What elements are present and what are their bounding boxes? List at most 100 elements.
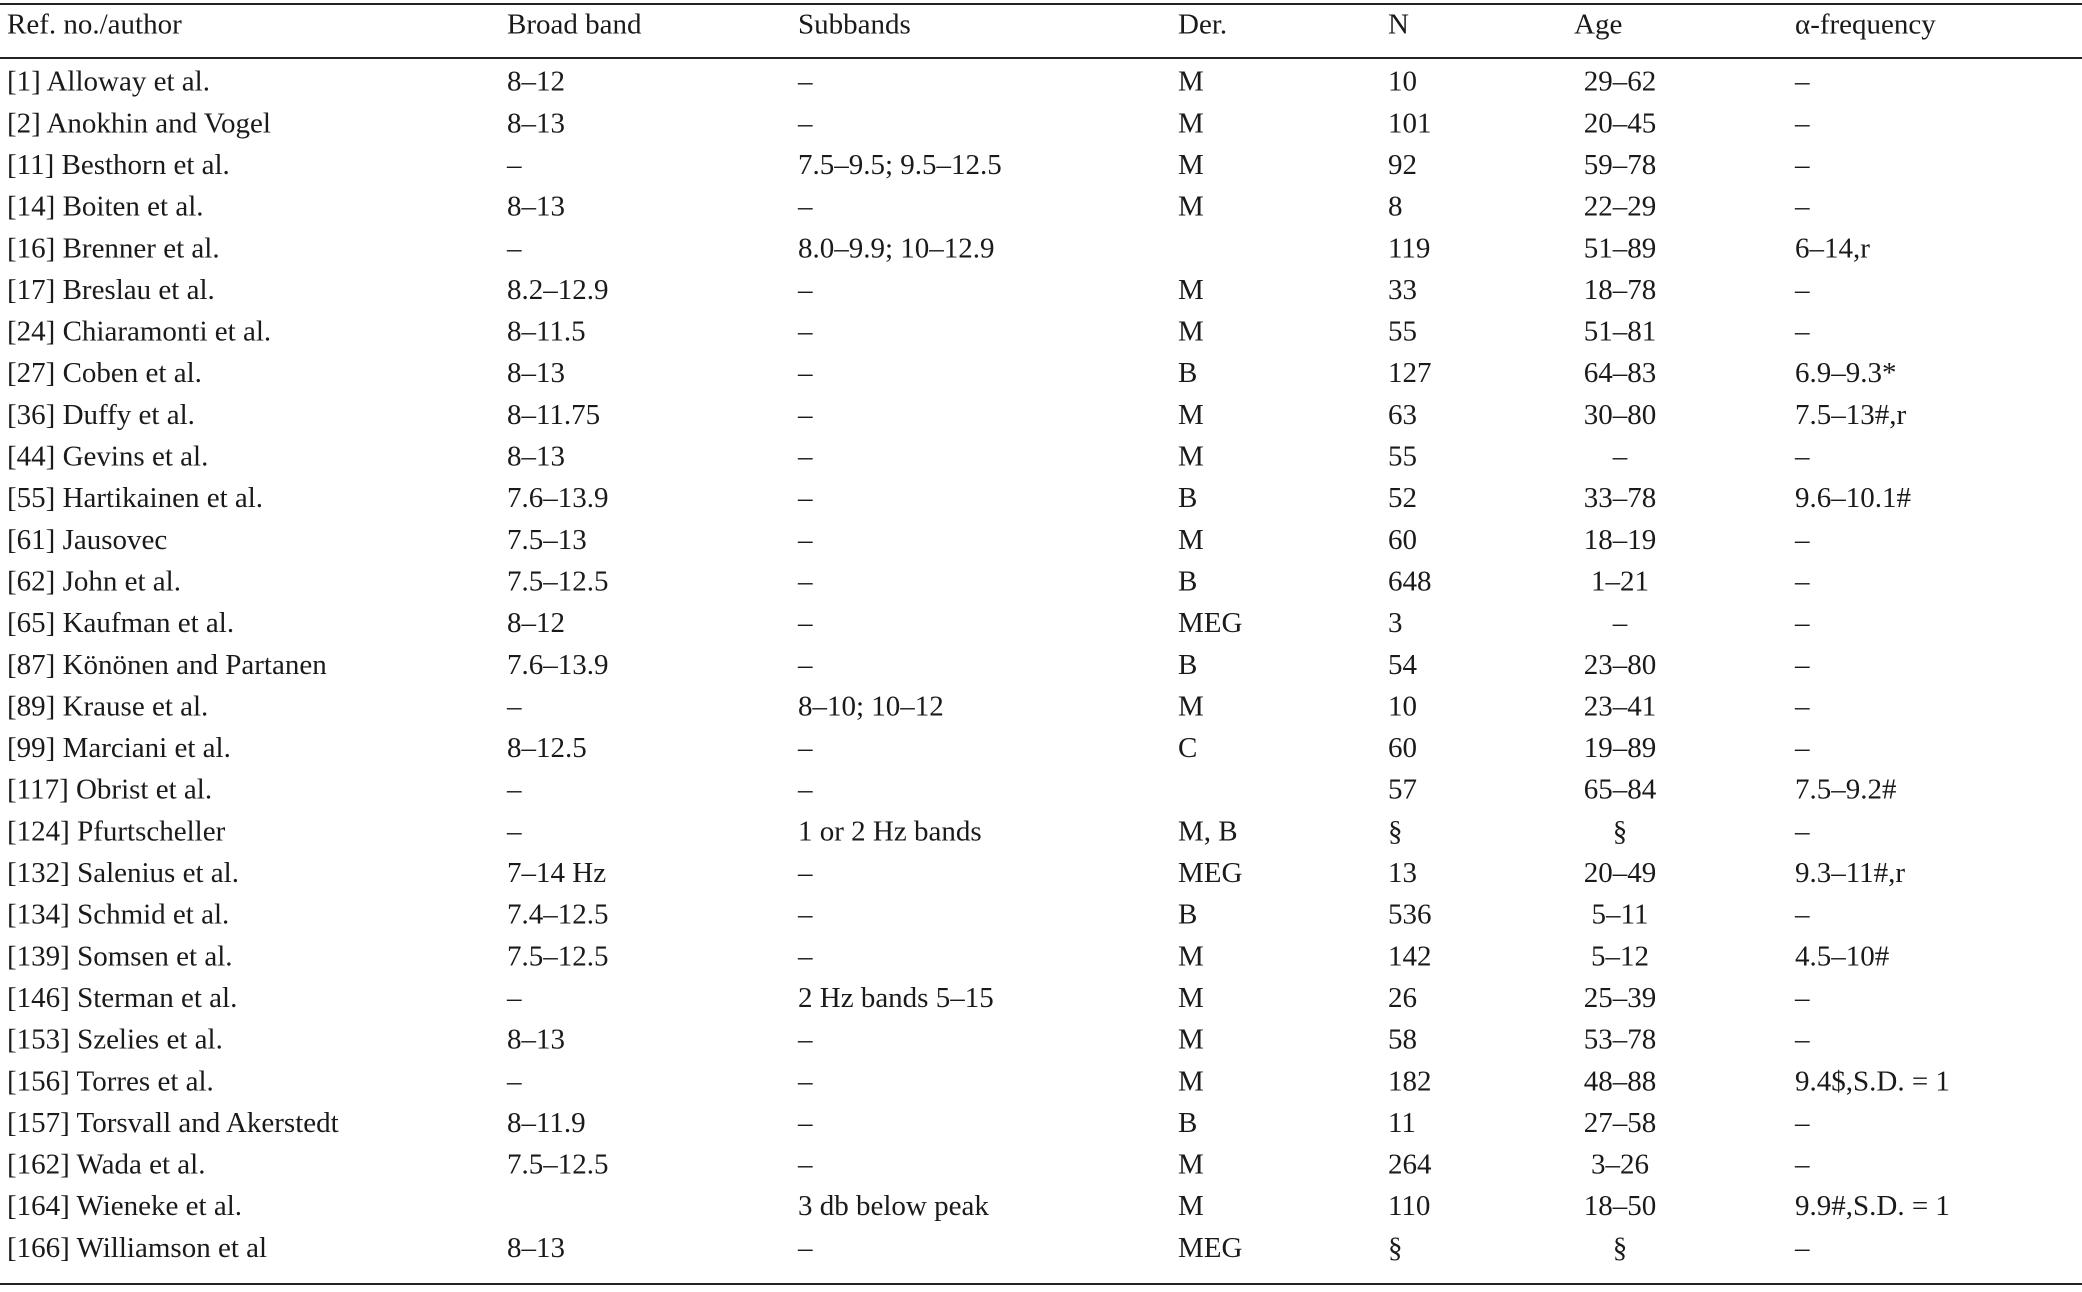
author-cell: [157] Torsvall and Akerstedt bbox=[7, 1107, 339, 1139]
subbands-cell: – bbox=[797, 649, 813, 681]
alpha-frequency-cell: – bbox=[1794, 607, 1810, 639]
subbands-cell: – bbox=[797, 565, 813, 597]
author-cell: [124] Pfurtscheller bbox=[7, 815, 226, 847]
author-cell: [89] Krause et al. bbox=[7, 690, 208, 722]
author-cell: [166] Williamson et al bbox=[7, 1232, 267, 1264]
subbands-cell: 8–10; 10–12 bbox=[798, 690, 944, 722]
author-cell: [153] Szelies et al. bbox=[7, 1024, 223, 1056]
broad-band-cell: 8–11.5 bbox=[507, 316, 586, 348]
age-cell: 25–39 bbox=[1584, 982, 1657, 1014]
alpha-frequency-cell: 9.3–11#,r bbox=[1795, 857, 1905, 889]
subbands-cell: – bbox=[797, 1107, 813, 1139]
subbands-cell: – bbox=[797, 1232, 813, 1264]
header-cell: Broad band bbox=[507, 9, 642, 41]
subbands-cell: – bbox=[797, 357, 813, 389]
broad-band-cell: – bbox=[506, 690, 522, 722]
alpha-frequency-cell: 7.5–13#,r bbox=[1795, 399, 1907, 431]
n-cell: 11 bbox=[1388, 1107, 1416, 1139]
author-cell: [139] Somsen et al. bbox=[7, 940, 233, 972]
derivation-cell: M bbox=[1178, 690, 1204, 722]
n-cell: 8 bbox=[1388, 191, 1403, 223]
author-cell: [14] Boiten et al. bbox=[7, 191, 204, 223]
author-cell: [24] Chiaramonti et al. bbox=[7, 316, 271, 348]
age-cell: 53–78 bbox=[1584, 1024, 1657, 1056]
age-cell: – bbox=[1612, 607, 1628, 639]
n-cell: 110 bbox=[1388, 1190, 1430, 1222]
alpha-frequency-cell: – bbox=[1794, 316, 1810, 348]
author-cell: [17] Breslau et al. bbox=[7, 274, 215, 306]
alpha-frequency-cell: – bbox=[1794, 690, 1810, 722]
derivation-cell: B bbox=[1178, 1107, 1197, 1139]
author-cell: [36] Duffy et al. bbox=[7, 399, 195, 431]
broad-band-cell: 7.6–13.9 bbox=[507, 649, 609, 681]
derivation-cell: M bbox=[1178, 1065, 1204, 1097]
age-cell: 1–21 bbox=[1591, 565, 1649, 597]
derivation-cell: B bbox=[1178, 482, 1197, 514]
subbands-cell: – bbox=[797, 607, 813, 639]
derivation-cell: M bbox=[1178, 316, 1204, 348]
broad-band-cell: 8–11.75 bbox=[507, 399, 600, 431]
derivation-cell: M bbox=[1178, 66, 1204, 98]
n-cell: 26 bbox=[1388, 982, 1417, 1014]
n-cell: § bbox=[1388, 815, 1403, 847]
subbands-cell: – bbox=[797, 1065, 813, 1097]
age-cell: 20–45 bbox=[1584, 107, 1657, 139]
author-cell: [117] Obrist et al. bbox=[7, 774, 212, 806]
header-cell: α-frequency bbox=[1795, 9, 1936, 41]
n-cell: 58 bbox=[1388, 1024, 1417, 1056]
age-cell: 51–89 bbox=[1584, 232, 1657, 264]
author-cell: [27] Coben et al. bbox=[7, 357, 202, 389]
alpha-frequency-cell: 6–14,r bbox=[1795, 232, 1870, 264]
derivation-cell: M bbox=[1178, 107, 1204, 139]
subbands-cell: – bbox=[797, 732, 813, 764]
author-cell: [65] Kaufman et al. bbox=[7, 607, 234, 639]
alpha-frequency-cell: – bbox=[1794, 107, 1810, 139]
alpha-frequency-cell: 9.9#,S.D. = 1 bbox=[1795, 1190, 1950, 1222]
author-cell: [16] Brenner et al. bbox=[7, 232, 220, 264]
author-cell: [1] Alloway et al. bbox=[7, 66, 210, 98]
alpha-frequency-cell: 6.9–9.3* bbox=[1795, 357, 1897, 389]
alpha-frequency-cell: – bbox=[1794, 982, 1810, 1014]
broad-band-cell: 8–13 bbox=[507, 1024, 565, 1056]
n-cell: 33 bbox=[1388, 274, 1417, 306]
derivation-cell: B bbox=[1178, 357, 1197, 389]
author-cell: [162] Wada et al. bbox=[7, 1149, 205, 1181]
age-cell: § bbox=[1613, 1232, 1628, 1264]
broad-band-cell: 8–12 bbox=[507, 66, 565, 98]
subbands-cell: – bbox=[797, 107, 813, 139]
broad-band-cell: 7.5–12.5 bbox=[507, 565, 609, 597]
broad-band-cell: – bbox=[506, 815, 522, 847]
age-cell: 22–29 bbox=[1584, 191, 1657, 223]
n-cell: 55 bbox=[1388, 441, 1417, 473]
header-cell: Ref. no./author bbox=[7, 9, 182, 41]
broad-band-cell: – bbox=[506, 232, 522, 264]
age-cell: – bbox=[1612, 441, 1628, 473]
derivation-cell: M bbox=[1178, 191, 1204, 223]
subbands-cell: – bbox=[797, 940, 813, 972]
broad-band-cell: – bbox=[506, 1065, 522, 1097]
age-cell: 30–80 bbox=[1584, 399, 1657, 431]
subbands-cell: – bbox=[797, 774, 813, 806]
n-cell: 119 bbox=[1388, 232, 1430, 264]
header-cell: Subbands bbox=[798, 9, 911, 41]
derivation-cell: B bbox=[1178, 649, 1197, 681]
subbands-cell: – bbox=[797, 899, 813, 931]
author-cell: [156] Torres et al. bbox=[7, 1065, 214, 1097]
broad-band-cell: 7.5–12.5 bbox=[507, 940, 609, 972]
n-cell: 127 bbox=[1388, 357, 1432, 389]
subbands-cell: – bbox=[797, 1149, 813, 1181]
author-cell: [164] Wieneke et al. bbox=[7, 1190, 242, 1222]
alpha-frequency-cell: – bbox=[1794, 1149, 1810, 1181]
age-cell: 48–88 bbox=[1584, 1065, 1657, 1097]
age-cell: 59–78 bbox=[1584, 149, 1657, 181]
broad-band-cell: 8–13 bbox=[507, 191, 565, 223]
alpha-frequency-cell: – bbox=[1794, 899, 1810, 931]
broad-band-cell: – bbox=[506, 982, 522, 1014]
author-cell: [132] Salenius et al. bbox=[7, 857, 239, 889]
header-cell: Age bbox=[1574, 9, 1622, 41]
derivation-cell: M, B bbox=[1178, 815, 1238, 847]
n-cell: 3 bbox=[1388, 607, 1403, 639]
derivation-cell: M bbox=[1178, 524, 1204, 556]
